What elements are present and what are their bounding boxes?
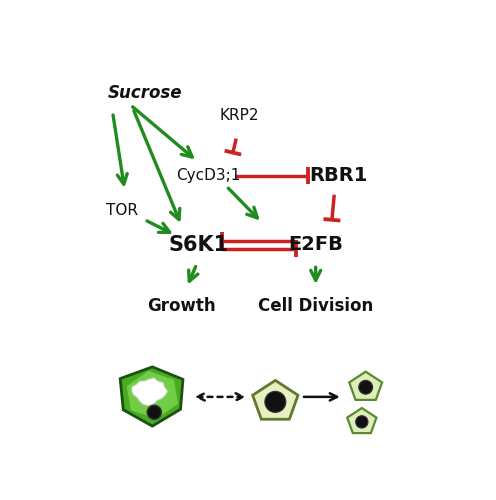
Polygon shape: [120, 367, 183, 426]
Text: Cell Division: Cell Division: [258, 298, 373, 316]
Text: RBR1: RBR1: [310, 166, 368, 185]
Text: S6K1: S6K1: [169, 235, 229, 255]
Polygon shape: [131, 378, 168, 406]
Polygon shape: [126, 371, 178, 419]
Polygon shape: [347, 408, 376, 433]
Circle shape: [359, 380, 372, 394]
Text: Sucrose: Sucrose: [108, 84, 183, 102]
Polygon shape: [349, 372, 382, 400]
Circle shape: [265, 392, 286, 412]
Text: CycD3;1: CycD3;1: [176, 168, 240, 183]
Polygon shape: [252, 380, 298, 420]
Circle shape: [356, 416, 368, 428]
Text: TOR: TOR: [106, 202, 137, 218]
Circle shape: [147, 405, 161, 419]
Text: Growth: Growth: [147, 298, 215, 316]
Text: E2FB: E2FB: [288, 236, 343, 255]
Text: KRP2: KRP2: [219, 108, 258, 124]
